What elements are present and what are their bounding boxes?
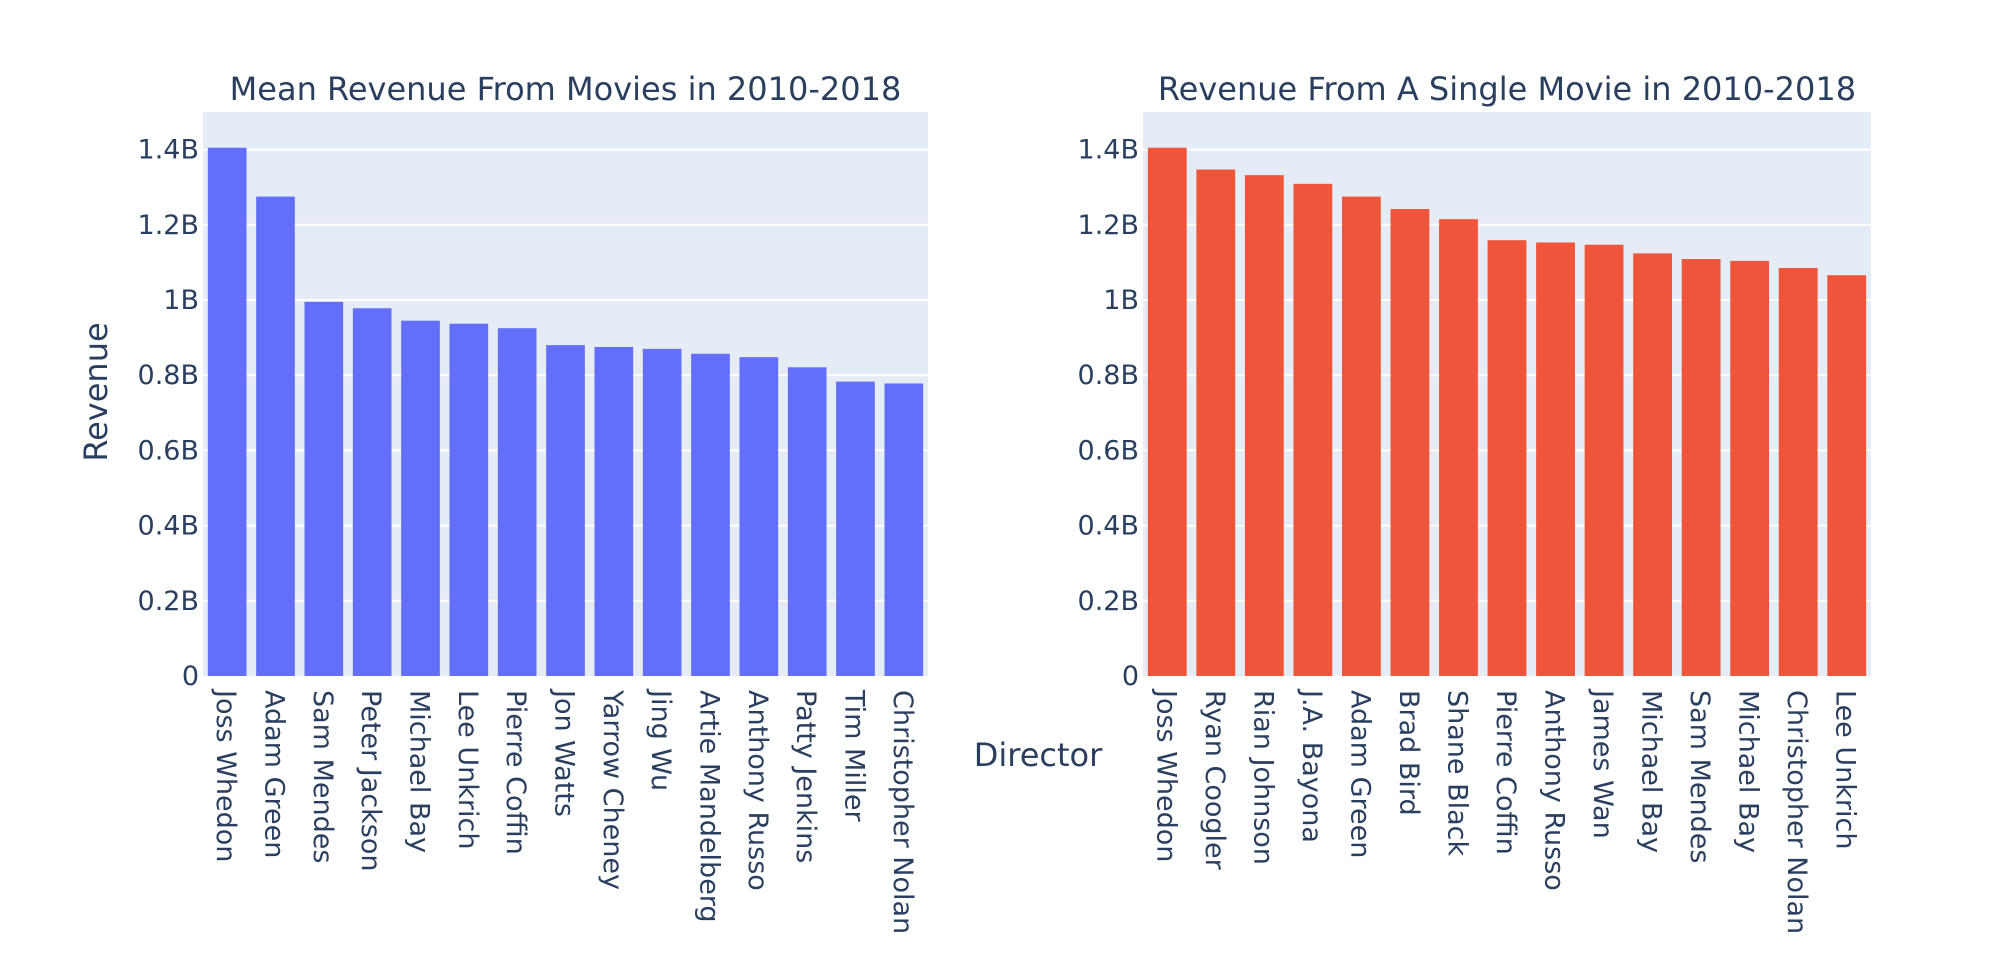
bar[interactable] [1390, 209, 1430, 676]
y-tick-label: 0.4B [138, 511, 199, 542]
bar[interactable] [1730, 260, 1770, 676]
bar[interactable] [1633, 253, 1673, 676]
bar[interactable] [1244, 175, 1284, 676]
y-tick-label: 1.2B [1078, 210, 1139, 241]
subplot-title: Revenue From A Single Movie in 2010-2018 [1158, 70, 1856, 108]
x-tick-label: Jing Wu [645, 688, 676, 791]
x-tick-label: Joss Whedon [1150, 688, 1181, 862]
bar[interactable] [1536, 242, 1575, 677]
y-tick-label: 0.8B [138, 360, 199, 391]
y-tick-label: 1.4B [1078, 135, 1139, 166]
bar[interactable] [1584, 244, 1624, 676]
x-tick-label: Jon Watts [549, 688, 580, 817]
bar[interactable] [1681, 259, 1721, 676]
bar[interactable] [256, 196, 295, 676]
x-tick-label: Christopher Nolan [887, 690, 918, 934]
x-tick-label: Sam Mendes [1684, 690, 1715, 863]
x-tick-label: Peter Jackson [355, 690, 386, 872]
x-tick-label: Rian Johnson [1247, 690, 1278, 865]
y-tick-label: 0 [182, 661, 199, 692]
subplot-mean-revenue: 0 0.2B 0.4B 0.6B 0.8B 1B 1.2B 1.4B Joss Whedon Ad… [138, 70, 928, 934]
x-tick-label: Michael Bay [1636, 690, 1667, 853]
y-axis-title: Revenue [77, 322, 115, 461]
y-tick-label: 1.4B [138, 135, 199, 166]
x-tick-label: Shane Black [1441, 690, 1472, 857]
bar[interactable] [1439, 219, 1478, 676]
x-tick-label: Michael Bay [404, 690, 435, 853]
x-axis-title: Director [974, 736, 1103, 774]
y-tick-label: 0.2B [138, 586, 199, 617]
bar[interactable] [691, 353, 730, 676]
bar[interactable] [1196, 169, 1236, 676]
x-tick-label: Patty Jenkins [790, 690, 821, 863]
y-tick-label: 1.2B [138, 210, 199, 241]
y-tick-label: 1B [1103, 285, 1139, 316]
y-tick-label: 0.6B [138, 435, 199, 466]
bar[interactable] [1487, 240, 1527, 676]
bar[interactable] [497, 328, 537, 676]
y-tick-label: 0 [1122, 661, 1139, 692]
x-tick-label: Pierre Coffin [500, 690, 531, 855]
bar[interactable] [787, 367, 827, 676]
bar[interactable] [1293, 183, 1333, 677]
y-tick-label: 1B [163, 285, 199, 316]
bar[interactable] [449, 323, 489, 676]
bar[interactable] [546, 345, 585, 676]
bar[interactable] [1827, 275, 1867, 676]
x-tick-label: Yarrow Cheney [597, 689, 628, 890]
y-tick-label: 0.6B [1078, 435, 1139, 466]
x-tick-label: Adam Green [259, 690, 290, 858]
y-tick-label: 0.4B [1078, 511, 1139, 542]
x-tick-label: Tim Miller [839, 689, 870, 822]
bar[interactable] [1341, 196, 1381, 676]
bar[interactable] [739, 357, 779, 676]
bar[interactable] [304, 301, 344, 676]
x-tick-label: Anthony Russo [1539, 690, 1570, 891]
bar[interactable] [207, 147, 247, 677]
x-tick-label: Christopher Nolan [1781, 690, 1812, 934]
bar[interactable] [884, 383, 924, 676]
y-tick-label: 0.2B [1078, 586, 1139, 617]
x-tick-label: James Wan [1587, 688, 1618, 839]
x-tick-label: Anthony Russo [742, 690, 773, 891]
x-tick-label: J.A. Bayona [1296, 688, 1327, 843]
bar[interactable] [836, 381, 875, 676]
x-tick-label: Sam Mendes [307, 690, 338, 863]
x-tick-label: Artie Mandelberg [694, 690, 725, 923]
x-tick-label: Michael Bay [1733, 690, 1764, 853]
x-tick-label: Pierre Coffin [1490, 690, 1521, 855]
bar[interactable] [1778, 268, 1818, 676]
x-tick-label: Brad Bird [1393, 690, 1424, 816]
bar[interactable] [352, 308, 392, 676]
x-tick-label: Lee Unkrich [452, 690, 483, 849]
x-tick-label: Joss Whedon [210, 688, 241, 862]
y-tick-label: 0.8B [1078, 360, 1139, 391]
bar[interactable] [401, 320, 440, 676]
bar[interactable] [1147, 147, 1187, 677]
bar[interactable] [642, 348, 682, 676]
subplot-single-movie-revenue: 0 0.2B 0.4B 0.6B 0.8B 1B 1.2B 1.4B Joss Whedon Ry… [1078, 70, 1871, 934]
subplot-title: Mean Revenue From Movies in 2010-2018 [230, 70, 902, 108]
x-tick-label: Lee Unkrich [1830, 690, 1861, 849]
x-tick-label: Adam Green [1344, 690, 1375, 858]
x-tick-label: Ryan Coogler [1199, 690, 1230, 871]
bar[interactable] [594, 347, 634, 676]
